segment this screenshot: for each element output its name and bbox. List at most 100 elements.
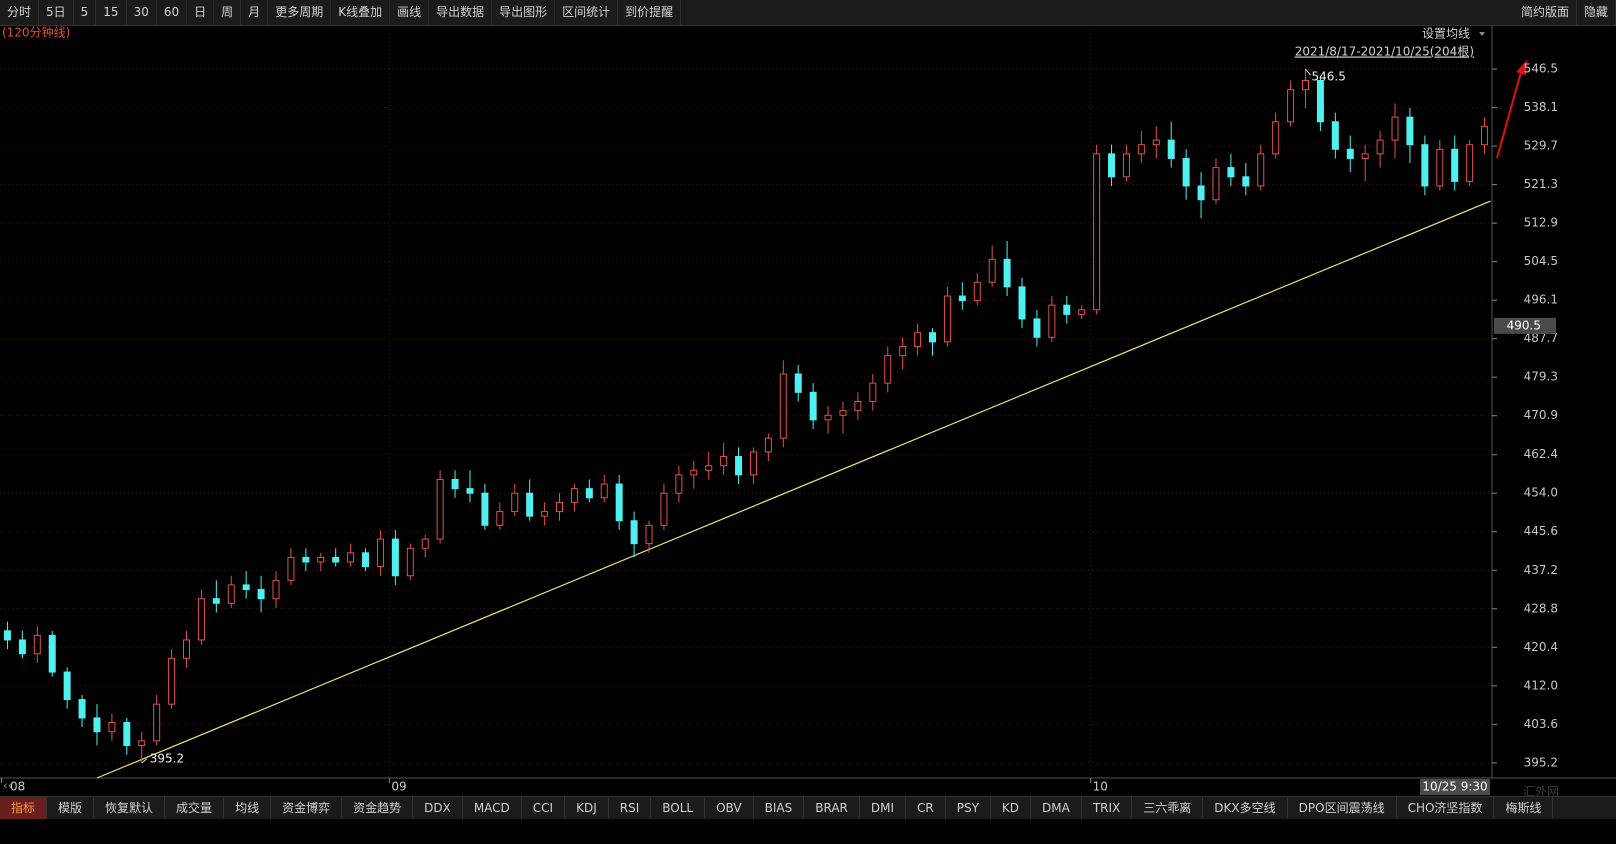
indicator-tab[interactable]: 均线 bbox=[224, 797, 272, 819]
candle-body bbox=[436, 478, 444, 540]
indicator-tab[interactable]: KDJ bbox=[565, 797, 609, 819]
candle-body bbox=[272, 579, 280, 600]
candle-body bbox=[1361, 153, 1369, 159]
indicator-tab[interactable]: 指标 bbox=[0, 797, 48, 819]
candle-body bbox=[1376, 139, 1384, 155]
indicator-tab[interactable]: CHO济坚指数 bbox=[1397, 797, 1495, 819]
toolbar-button[interactable]: 区间统计 bbox=[555, 0, 619, 25]
indicator-tab[interactable]: 资金趋势 bbox=[342, 797, 414, 819]
candle-body bbox=[1481, 125, 1489, 146]
toolbar-button[interactable]: 简约版面 bbox=[1514, 0, 1577, 25]
indicator-tab[interactable]: MACD bbox=[463, 797, 522, 819]
candle-body bbox=[958, 295, 966, 302]
candle-body bbox=[600, 483, 608, 499]
candle-body bbox=[1331, 121, 1339, 150]
indicator-tab[interactable]: 模版 bbox=[47, 797, 95, 819]
candle-body bbox=[123, 722, 131, 746]
candle-body bbox=[391, 538, 399, 577]
indicator-tab[interactable]: BOLL bbox=[651, 797, 706, 819]
candle-body bbox=[451, 478, 459, 490]
candle-body bbox=[1346, 148, 1354, 159]
toolbar-button[interactable]: 导出数据 bbox=[429, 0, 493, 25]
toolbar-button[interactable]: 日 bbox=[187, 0, 215, 25]
cursor-price-box bbox=[1494, 317, 1556, 334]
y-tick-label: 428.8 bbox=[1524, 601, 1558, 615]
y-tick-label: 521.3 bbox=[1524, 177, 1558, 191]
candle-body bbox=[675, 474, 683, 494]
toolbar-button[interactable]: 更多周期 bbox=[268, 0, 332, 25]
indicator-tab[interactable]: BIAS bbox=[754, 797, 805, 819]
indicator-tab[interactable]: RSI bbox=[609, 797, 652, 819]
candle-body bbox=[541, 511, 549, 517]
candle-body bbox=[1257, 153, 1265, 187]
candle-body bbox=[1227, 167, 1235, 178]
indicator-tab[interactable]: 三六乖离 bbox=[1132, 797, 1204, 819]
indicator-tab[interactable]: 梅斯线 bbox=[1494, 797, 1554, 819]
indicator-tab[interactable]: 成交量 bbox=[165, 797, 225, 819]
cursor-price: 490.5 bbox=[1507, 318, 1541, 332]
indicator-tab[interactable]: DPO区间震荡线 bbox=[1288, 797, 1397, 819]
toolbar-button[interactable]: 月 bbox=[241, 0, 269, 25]
toolbar-button[interactable]: 隐藏 bbox=[1577, 0, 1616, 25]
indicator-tab[interactable]: CCI bbox=[522, 797, 566, 819]
candle-body bbox=[1078, 309, 1086, 315]
indicator-tab[interactable]: PSY bbox=[946, 797, 991, 819]
candle-body bbox=[1182, 157, 1190, 187]
candle-body bbox=[735, 456, 743, 476]
candle-body bbox=[1316, 79, 1324, 123]
indicator-tab[interactable]: DMA bbox=[1031, 797, 1082, 819]
candle-body bbox=[1048, 304, 1056, 338]
indicator-tab[interactable]: BRAR bbox=[804, 797, 860, 819]
candle-body bbox=[227, 584, 235, 604]
indicator-tab[interactable]: DDX bbox=[413, 797, 463, 819]
toolbar-button[interactable]: 5 bbox=[74, 0, 97, 25]
candle-body bbox=[1122, 153, 1130, 178]
toolbar: 分时 5日 5 15 30 60 日周月更多周期 K线叠加 画线 导出数据 导出图形 区间统计 到价提醒… bbox=[0, 0, 1616, 26]
indicator-tab[interactable]: DMI bbox=[860, 797, 907, 819]
candle-body bbox=[421, 538, 429, 549]
toolbar-button[interactable]: 60 bbox=[157, 0, 188, 25]
candle-body bbox=[1108, 153, 1116, 178]
y-tick-label: 420.4 bbox=[1524, 640, 1558, 654]
low-marker bbox=[141, 758, 148, 764]
y-tick-label: 395.2 bbox=[1524, 755, 1558, 769]
candle-body bbox=[1302, 79, 1309, 91]
indicator-tab[interactable]: CR bbox=[906, 797, 946, 819]
toolbar-button[interactable]: 到价提醒 bbox=[618, 0, 682, 25]
candle-body bbox=[779, 373, 787, 439]
candle-body bbox=[1421, 144, 1429, 187]
candle-body bbox=[108, 722, 116, 733]
toolbar-button[interactable]: 5日 bbox=[39, 0, 74, 25]
indicator-tab[interactable]: 恢复默认 bbox=[94, 797, 166, 819]
candle-body bbox=[585, 488, 593, 499]
y-tick-label: 462.4 bbox=[1524, 447, 1558, 461]
toolbar-button[interactable]: 周 bbox=[214, 0, 242, 25]
candle-body bbox=[630, 520, 638, 545]
toolbar-button[interactable]: 分时 bbox=[0, 0, 40, 25]
toolbar-button[interactable]: 15 bbox=[96, 0, 127, 25]
indicator-tab[interactable]: KD bbox=[991, 797, 1032, 819]
ma-setting[interactable]: 设置均线 bbox=[1422, 27, 1470, 41]
toolbar-button[interactable]: 画线 bbox=[390, 0, 430, 25]
candle-body bbox=[18, 639, 26, 655]
y-tick-label: 403.6 bbox=[1524, 717, 1558, 731]
toolbar-button[interactable]: K线叠加 bbox=[331, 0, 391, 25]
indicator-tab[interactable]: DKX多空线 bbox=[1203, 797, 1288, 819]
indicator-tab[interactable]: 资金博弈 bbox=[271, 797, 343, 819]
candle-body bbox=[302, 556, 310, 563]
candle-body bbox=[526, 492, 534, 517]
candle-body bbox=[466, 488, 474, 494]
candle-body bbox=[48, 634, 56, 673]
candle-body bbox=[212, 598, 220, 604]
candle-body bbox=[1197, 185, 1205, 201]
y-tick-label: 538.1 bbox=[1524, 100, 1558, 114]
toolbar-button[interactable]: 导出图形 bbox=[492, 0, 556, 25]
candle-body bbox=[93, 717, 101, 733]
indicator-tab[interactable]: OBV bbox=[705, 797, 754, 819]
toolbar-button[interactable]: 30 bbox=[127, 0, 157, 25]
candle-body bbox=[481, 492, 489, 526]
indicator-tab[interactable]: TRIX bbox=[1082, 797, 1133, 819]
candle-body bbox=[1063, 304, 1071, 315]
candle-body bbox=[1391, 116, 1399, 141]
